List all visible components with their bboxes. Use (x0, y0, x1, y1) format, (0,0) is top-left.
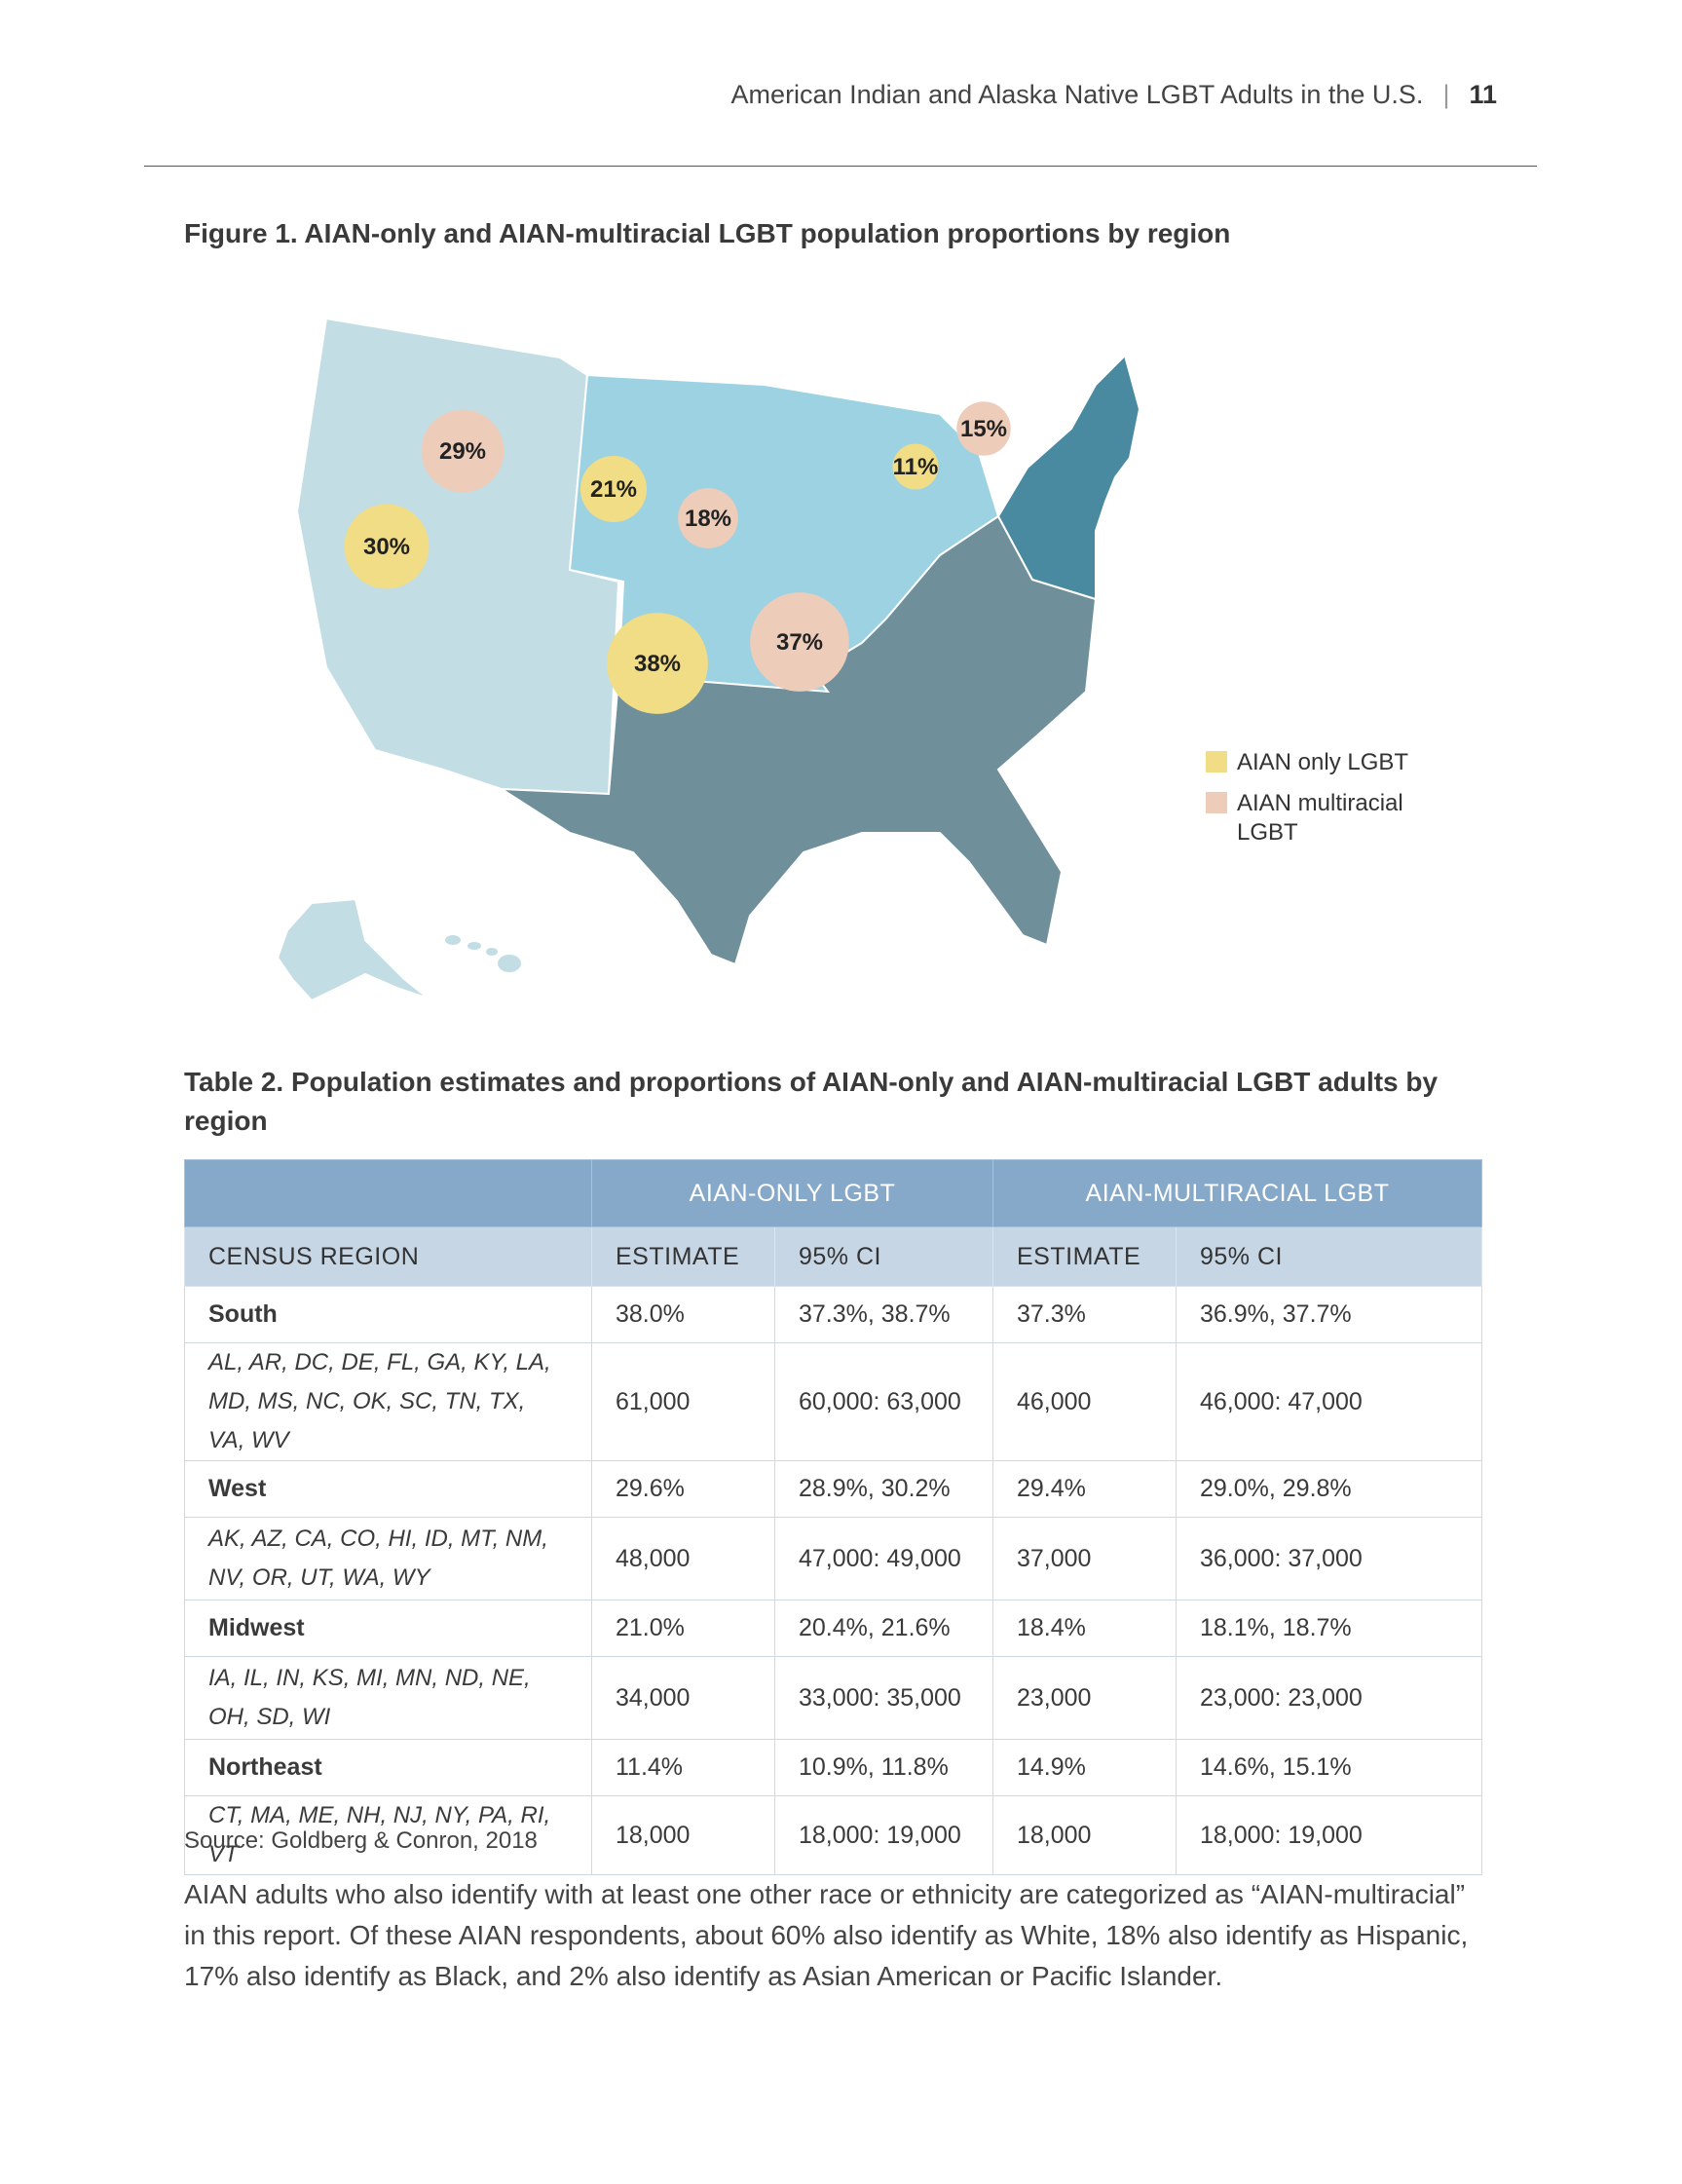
table-title: Table 2. Population estimates and propor… (184, 1067, 1439, 1136)
bubble-label-aian-only-midwest: 21% (590, 476, 637, 503)
table-row-states: AK, AZ, CA, CO, HI, ID, MT, NM, NV, OR, … (184, 1517, 1483, 1600)
table-cell: 37.3% (992, 1286, 1177, 1343)
bubble-aian-only-midwest (579, 455, 648, 523)
table-cell: 60,000: 63,000 (774, 1342, 993, 1461)
bubble-label-aian-multiracial-south: 37% (776, 629, 823, 656)
table-cell: 29.4% (992, 1460, 1177, 1518)
table-cell: 18.4% (992, 1600, 1177, 1657)
table-cell: 46,000 (992, 1342, 1177, 1461)
table-cell: 29.0%, 29.8% (1175, 1460, 1483, 1518)
row-label: South (184, 1286, 592, 1343)
table-row-states: IA, IL, IN, KS, MI, MN, ND, NE, OH, SD, … (184, 1656, 1483, 1740)
table-cell: 37,000 (992, 1517, 1177, 1600)
table-cell: 33,000: 35,000 (774, 1656, 993, 1740)
table-row-states: AL, AR, DC, DE, FL, GA, KY, LA, MD, MS, … (184, 1342, 1483, 1461)
table-cell: 47,000: 49,000 (774, 1517, 993, 1600)
bubble-aian-only-northeast (892, 443, 939, 490)
map-legend: AIAN only LGBT AIAN multiracial LGBT (1206, 748, 1432, 859)
table-cell: 29.6% (591, 1460, 775, 1518)
row-label: Northeast (184, 1739, 592, 1796)
table-cell: 18.1%, 18.7% (1175, 1600, 1483, 1657)
page-number: 11 (1469, 80, 1497, 109)
table-cell: 11.4% (591, 1739, 775, 1796)
column-header-census-region: CENSUS REGION (184, 1226, 592, 1287)
table-cell: 10.9%, 11.8% (774, 1739, 993, 1796)
legend-swatch-aian-only (1206, 751, 1227, 772)
bubble-aian-only-south (607, 613, 708, 714)
table-cell: 18,000: 19,000 (1175, 1795, 1483, 1875)
table-source: Source: Goldberg & Conron, 2018 (184, 1827, 538, 1854)
table-cell: 28.9%, 30.2% (774, 1460, 993, 1518)
legend-item-aian-only: AIAN only LGBT (1206, 748, 1432, 777)
row-label: CT, MA, ME, NH, NJ, NY, PA, RI, VT (184, 1795, 592, 1875)
group-header-blank (184, 1159, 592, 1227)
column-header-estimate: ESTIMATE (591, 1226, 775, 1287)
table-cell: 18,000: 19,000 (774, 1795, 993, 1875)
table-cell: 14.9% (992, 1739, 1177, 1796)
body-paragraph: AIAN adults who also identify with at le… (184, 1879, 1469, 1991)
alaska-shape (276, 897, 430, 1002)
column-header-ci: 95% CI (774, 1226, 993, 1287)
legend-item-aian-multiracial: AIAN multiracial LGBT (1206, 789, 1432, 847)
bubble-aian-multiracial-west (421, 409, 505, 493)
hawaii-shape (445, 935, 521, 972)
table-cell: 20.4%, 21.6% (774, 1600, 993, 1657)
table-cell: 61,000 (591, 1342, 775, 1461)
figure-title: Figure 1. AIAN-only and AIAN-multiracial… (184, 218, 1231, 248)
bubble-aian-only-west (344, 504, 430, 589)
table-cell: 14.6%, 15.1% (1175, 1739, 1483, 1796)
bubble-label-aian-only-south: 38% (634, 651, 681, 677)
bubble-label-aian-multiracial-northeast: 15% (960, 416, 1007, 442)
table-cell: 36,000: 37,000 (1175, 1517, 1483, 1600)
table-row-region: West 29.6% 28.9%, 30.2% 29.4% 29.0%, 29.… (184, 1460, 1483, 1518)
bubble-label-aian-multiracial-west: 29% (439, 438, 486, 465)
group-header-aian-only: AIAN-ONLY LGBT (591, 1159, 993, 1227)
table-cell: 18,000 (591, 1795, 775, 1875)
legend-swatch-aian-multiracial (1206, 792, 1227, 813)
row-label: AL, AR, DC, DE, FL, GA, KY, LA, MD, MS, … (184, 1342, 592, 1461)
table-cell: 46,000: 47,000 (1175, 1342, 1483, 1461)
table-cell: 48,000 (591, 1517, 775, 1600)
bubble-label-aian-only-northeast: 11% (893, 454, 939, 480)
table-cell: 37.3%, 38.7% (774, 1286, 993, 1343)
column-header-estimate: ESTIMATE (992, 1226, 1177, 1287)
header-rule (144, 166, 1537, 167)
legend-label-aian-multiracial: AIAN multiracial LGBT (1237, 790, 1403, 846)
bubble-label-aian-only-west: 30% (363, 534, 410, 560)
population-table: AIAN-ONLY LGBT AIAN-MULTIRACIAL LGBT CEN… (184, 1159, 1483, 1875)
bubble-label-aian-multiracial-midwest: 18% (685, 506, 731, 532)
row-label: IA, IL, IN, KS, MI, MN, ND, NE, OH, SD, … (184, 1656, 592, 1740)
table-row-states: CT, MA, ME, NH, NJ, NY, PA, RI, VT 18,00… (184, 1795, 1483, 1875)
row-label: AK, AZ, CA, CO, HI, ID, MT, NM, NV, OR, … (184, 1517, 592, 1600)
running-title: American Indian and Alaska Native LGBT A… (730, 80, 1424, 109)
table-cell: 18,000 (992, 1795, 1177, 1875)
us-region-map: 30% 29% 21% 18% 38% 37% 11% 15% (276, 317, 1141, 1002)
table-row-region: Midwest 21.0% 20.4%, 21.6% 18.4% 18.1%, … (184, 1600, 1483, 1657)
table-cell: 21.0% (591, 1600, 775, 1657)
column-header-ci: 95% CI (1175, 1226, 1483, 1287)
bubble-aian-multiracial-midwest (678, 488, 738, 548)
group-header-aian-multiracial: AIAN-MULTIRACIAL LGBT (991, 1159, 1483, 1227)
table-row-region: South 38.0% 37.3%, 38.7% 37.3% 36.9%, 37… (184, 1286, 1483, 1343)
northeast-region (996, 354, 1141, 601)
table-cell: 34,000 (591, 1656, 775, 1740)
south-region (498, 514, 1098, 966)
table-cell: 36.9%, 37.7% (1175, 1286, 1483, 1343)
row-label: West (184, 1460, 592, 1518)
legend-label-aian-only: AIAN only LGBT (1237, 749, 1409, 775)
table-row-region: Northeast 11.4% 10.9%, 11.8% 14.9% 14.6%… (184, 1739, 1483, 1796)
header-separator: | (1442, 80, 1450, 109)
bubble-aian-multiracial-south (750, 592, 849, 692)
row-label: Midwest (184, 1600, 592, 1657)
running-header: American Indian and Alaska Native LGBT A… (0, 80, 1497, 110)
bubble-aian-multiracial-northeast (956, 401, 1011, 456)
table-cell: 38.0% (591, 1286, 775, 1343)
table-cell: 23,000 (992, 1656, 1177, 1740)
table-cell: 23,000: 23,000 (1175, 1656, 1483, 1740)
